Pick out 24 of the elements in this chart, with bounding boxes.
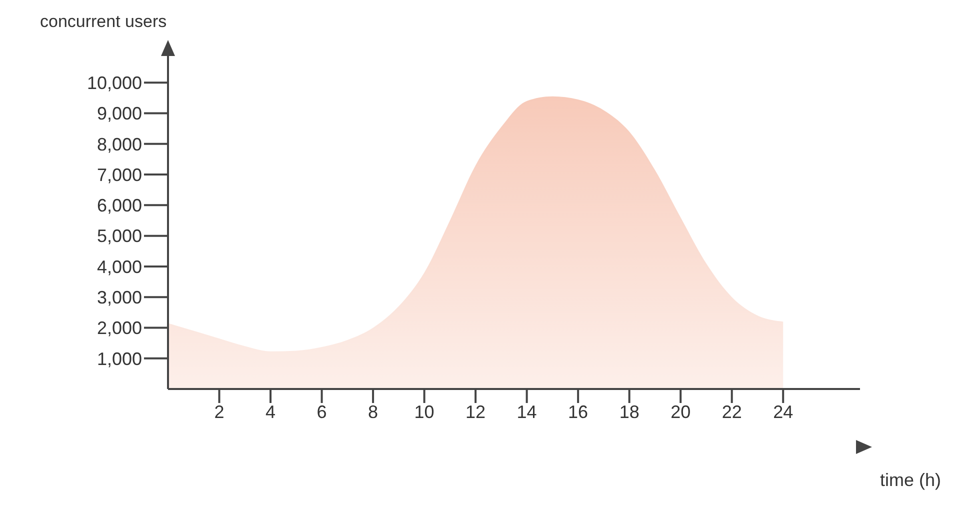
x-tick-label: 4 (266, 402, 276, 422)
y-tick-label: 8,000 (96, 134, 142, 154)
x-tick-label: 6 (316, 402, 327, 422)
x-tick-label: 2 (214, 402, 224, 422)
y-tick-label: 2,000 (96, 318, 142, 338)
y-tick-label: 6,000 (96, 196, 142, 216)
x-tick-label: 18 (619, 402, 640, 422)
x-tick-label: 12 (466, 402, 486, 422)
y-tick-label: 10,000 (86, 73, 142, 94)
y-tick-label: 5,000 (96, 226, 142, 246)
x-axis-title: time (h) (880, 470, 942, 491)
x-tick-label: 14 (516, 402, 537, 422)
y-tick-label: 9,000 (96, 104, 142, 124)
x-tick-label: 24 (773, 402, 794, 422)
y-tick-label: 7,000 (96, 164, 142, 185)
y-tick-label: 4,000 (96, 256, 142, 277)
x-tick-label: 10 (414, 402, 434, 422)
x-tick-label: 16 (568, 402, 588, 422)
y-tick-label: 1,000 (96, 348, 142, 369)
y-axis-title: concurrent users (40, 12, 168, 32)
x-tick-label: 20 (670, 402, 691, 422)
x-tick-label: 8 (368, 402, 378, 422)
x-tick-label: 22 (722, 402, 742, 422)
y-tick-label: 3,000 (96, 287, 142, 308)
